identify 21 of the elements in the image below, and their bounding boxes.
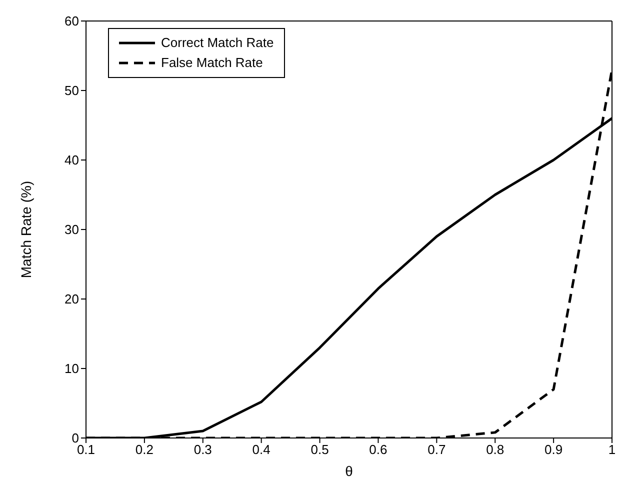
- y-tick-label: 40: [64, 152, 79, 168]
- y-tick-label: 20: [64, 292, 79, 307]
- y-tick-label: 10: [64, 361, 79, 376]
- x-tick-label: 0.4: [252, 442, 270, 458]
- y-tick-label: 30: [64, 222, 79, 238]
- y-axis-title: Match Rate (%): [18, 180, 34, 278]
- x-axis-title: θ: [345, 463, 354, 479]
- y-tick-label: 50: [64, 83, 79, 98]
- x-tick-label: 0.6: [369, 442, 388, 458]
- x-tick-label: 0.2: [135, 442, 154, 458]
- x-tick-label: 1: [608, 442, 616, 458]
- legend-label: Correct Match Rate: [161, 34, 274, 52]
- x-tick-label: 0.5: [310, 442, 329, 458]
- y-tick-label: 60: [64, 14, 79, 29]
- x-tick-label: 0.7: [428, 442, 446, 458]
- x-tick-label: 0.1: [76, 442, 96, 458]
- x-tick-label: 0.9: [544, 442, 563, 458]
- x-tick-label: 0.8: [486, 442, 504, 458]
- legend-label: False Match Rate: [161, 54, 263, 72]
- x-tick-label: 0.3: [194, 442, 212, 458]
- y-tick-label: 0: [72, 430, 79, 446]
